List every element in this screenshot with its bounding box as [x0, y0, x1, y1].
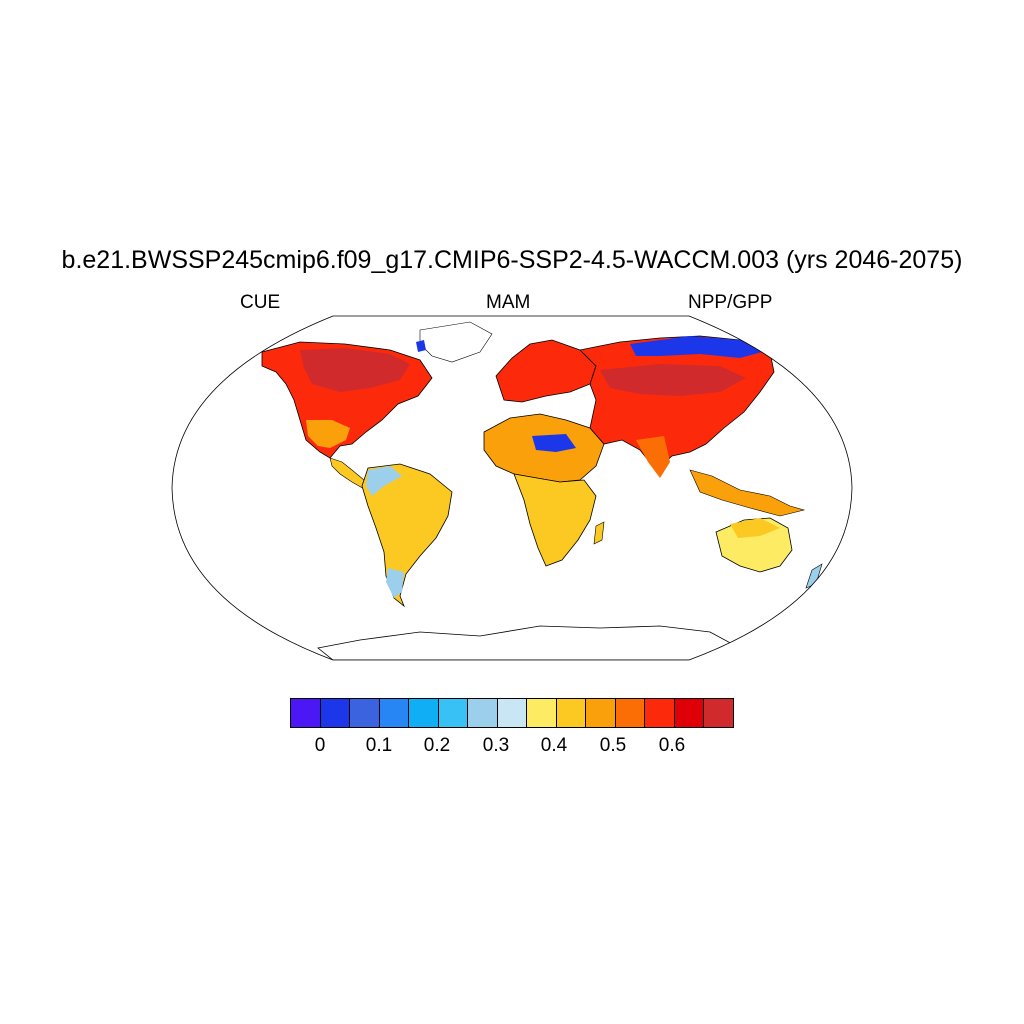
- colorbar-swatch: [350, 699, 380, 727]
- patagonia-blue-region: [386, 568, 404, 598]
- colorbar-tick-label: 0.5: [599, 735, 627, 756]
- colorbar-swatch: [291, 699, 321, 727]
- colorbar-tick-label: 0.6: [658, 735, 686, 756]
- map-title: b.e21.BWSSP245cmip6.f09_g17.CMIP6-SSP2-4…: [61, 246, 963, 274]
- australia-north-region: [730, 518, 780, 538]
- colorbar-swatch: [556, 699, 587, 727]
- colorbar-swatch: [320, 699, 351, 727]
- season-label: MAM: [486, 292, 531, 313]
- southeast-asia-region: [689, 469, 806, 517]
- usa-south-region: [306, 420, 350, 448]
- india-region: [636, 436, 670, 478]
- africa-south-region: [513, 473, 597, 567]
- colorbar-swatch: [645, 699, 675, 727]
- colorbar-tick-label: 0.4: [540, 735, 568, 756]
- colorbar-swatch: [615, 699, 646, 727]
- colorbar-tick-label: 0: [314, 735, 326, 756]
- colorbar-swatch: [409, 699, 439, 727]
- madagascar-region: [593, 521, 605, 545]
- colorbar-tick-label: 0.2: [423, 735, 451, 756]
- colorbar: [290, 698, 734, 728]
- colorbar-swatch: [704, 699, 733, 727]
- antarctica-outline: [317, 625, 738, 660]
- colorbar-tick-label: 0.1: [365, 735, 393, 756]
- arctic-blue-region: [416, 340, 426, 352]
- russia-dark-region: [600, 364, 746, 396]
- units-label: NPP/GPP: [688, 292, 773, 313]
- arctic-islands-region: [419, 321, 493, 363]
- sahara-blue-region: [532, 434, 576, 452]
- colorbar-swatch: [674, 699, 705, 727]
- variable-label: CUE: [240, 292, 281, 313]
- europe-region: [495, 339, 597, 403]
- colorbar-swatch: [379, 699, 410, 727]
- colorbar-swatch: [527, 699, 557, 727]
- globe-border: [171, 315, 853, 661]
- andes-blue-region: [366, 466, 402, 496]
- colorbar-swatch: [468, 699, 498, 727]
- colorbar-swatch: [586, 699, 616, 727]
- siberia-blue-region: [630, 336, 762, 358]
- colorbar-tick-label: 0.3: [482, 735, 510, 756]
- north-america-north-region: [300, 348, 410, 392]
- south-america-region: [361, 463, 453, 608]
- colorbar-swatch: [497, 699, 528, 727]
- colorbar-swatch: [438, 699, 469, 727]
